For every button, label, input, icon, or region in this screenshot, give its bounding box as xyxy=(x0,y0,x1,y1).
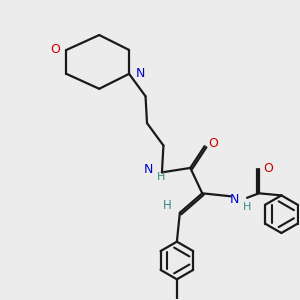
Text: N: N xyxy=(136,68,145,80)
Text: O: O xyxy=(209,136,218,150)
Text: H: H xyxy=(163,199,172,212)
Text: O: O xyxy=(263,162,273,175)
Text: O: O xyxy=(50,44,60,56)
Text: N: N xyxy=(230,193,239,206)
Text: H: H xyxy=(243,202,251,212)
Text: H: H xyxy=(157,172,165,182)
Text: N: N xyxy=(144,163,153,176)
